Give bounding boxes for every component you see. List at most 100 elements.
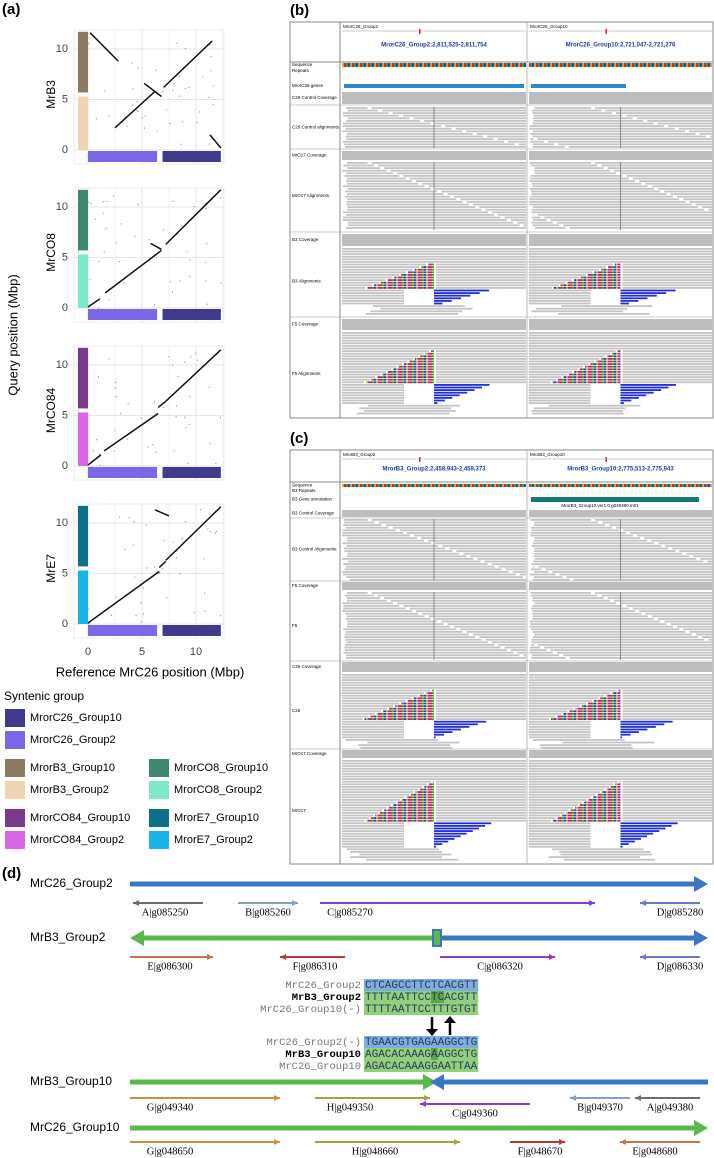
read bbox=[622, 786, 712, 788]
split-read bbox=[620, 292, 667, 294]
read bbox=[529, 681, 712, 684]
read bbox=[436, 791, 526, 793]
read bbox=[622, 360, 712, 363]
read bbox=[559, 851, 651, 853]
split-read bbox=[606, 355, 621, 358]
read bbox=[531, 193, 667, 195]
read bbox=[529, 255, 712, 258]
read bbox=[409, 607, 526, 610]
read bbox=[342, 389, 404, 391]
read bbox=[346, 641, 488, 644]
split-read bbox=[620, 402, 624, 404]
split-read bbox=[367, 287, 434, 289]
gene-label: D|g086330 bbox=[657, 961, 703, 972]
split-read bbox=[620, 728, 648, 731]
read bbox=[342, 332, 526, 334]
split-read bbox=[371, 378, 434, 381]
read bbox=[534, 633, 692, 636]
split-read bbox=[370, 817, 434, 819]
read bbox=[345, 146, 526, 148]
read bbox=[708, 208, 712, 211]
legend-label: MrorE7_Group2 bbox=[174, 834, 253, 846]
read bbox=[529, 573, 556, 576]
read bbox=[436, 799, 526, 801]
read bbox=[530, 526, 613, 529]
read bbox=[517, 221, 526, 224]
read bbox=[529, 352, 611, 355]
split-read bbox=[380, 281, 434, 284]
read bbox=[342, 378, 370, 381]
read bbox=[498, 644, 526, 646]
dot bbox=[206, 303, 208, 305]
read bbox=[342, 838, 404, 840]
dot bbox=[162, 407, 164, 409]
read bbox=[563, 654, 712, 657]
read bbox=[342, 697, 412, 700]
split-read bbox=[434, 845, 437, 848]
read bbox=[532, 112, 612, 114]
read bbox=[622, 796, 712, 799]
dot bbox=[88, 608, 90, 610]
read bbox=[342, 529, 396, 532]
split-read bbox=[575, 707, 621, 710]
split-read bbox=[415, 791, 434, 793]
read bbox=[530, 133, 696, 135]
read bbox=[436, 363, 526, 365]
read bbox=[529, 332, 712, 334]
read bbox=[637, 534, 712, 537]
y-tick-label: 5 bbox=[62, 93, 68, 105]
read bbox=[347, 539, 425, 542]
dot bbox=[115, 396, 117, 398]
sequence bbox=[529, 484, 712, 487]
dot bbox=[132, 544, 134, 546]
split-read bbox=[566, 812, 621, 814]
read bbox=[534, 576, 563, 578]
read bbox=[344, 175, 400, 177]
read bbox=[347, 188, 431, 190]
track-label: MrO17 Alignments bbox=[292, 193, 330, 198]
read bbox=[530, 164, 598, 167]
read bbox=[460, 628, 526, 631]
read bbox=[436, 271, 526, 274]
read bbox=[708, 638, 712, 641]
split-read bbox=[585, 365, 621, 368]
split-read bbox=[419, 788, 434, 791]
read bbox=[620, 172, 712, 175]
read bbox=[529, 783, 614, 786]
read bbox=[342, 397, 404, 399]
dot bbox=[103, 251, 105, 253]
split-read bbox=[595, 360, 621, 363]
read bbox=[428, 615, 526, 618]
plot-name: MrE7 bbox=[44, 554, 58, 583]
read bbox=[343, 114, 400, 117]
dot bbox=[196, 121, 198, 123]
split-read bbox=[620, 389, 662, 391]
split-read bbox=[434, 297, 462, 300]
read bbox=[658, 618, 712, 620]
split-read bbox=[620, 297, 648, 300]
read bbox=[377, 164, 526, 167]
read bbox=[347, 537, 418, 539]
read bbox=[347, 208, 482, 211]
gene-label: G|g049340 bbox=[147, 1102, 193, 1113]
track-label: F5 Coverage bbox=[292, 583, 319, 588]
read bbox=[385, 524, 526, 526]
read bbox=[342, 376, 375, 378]
dot bbox=[173, 450, 175, 452]
read bbox=[530, 177, 629, 180]
split-read bbox=[434, 402, 438, 404]
plot-background bbox=[73, 503, 225, 639]
dot bbox=[148, 239, 150, 241]
query-bar bbox=[78, 412, 88, 466]
split-read bbox=[414, 358, 434, 360]
dot bbox=[88, 43, 90, 45]
dotplot: 0 5 10 MrE7 bbox=[44, 503, 225, 639]
read bbox=[346, 177, 406, 180]
read bbox=[359, 853, 452, 856]
read bbox=[645, 612, 712, 615]
read bbox=[343, 573, 516, 576]
read bbox=[550, 219, 712, 221]
read bbox=[510, 219, 526, 221]
read bbox=[342, 796, 405, 799]
